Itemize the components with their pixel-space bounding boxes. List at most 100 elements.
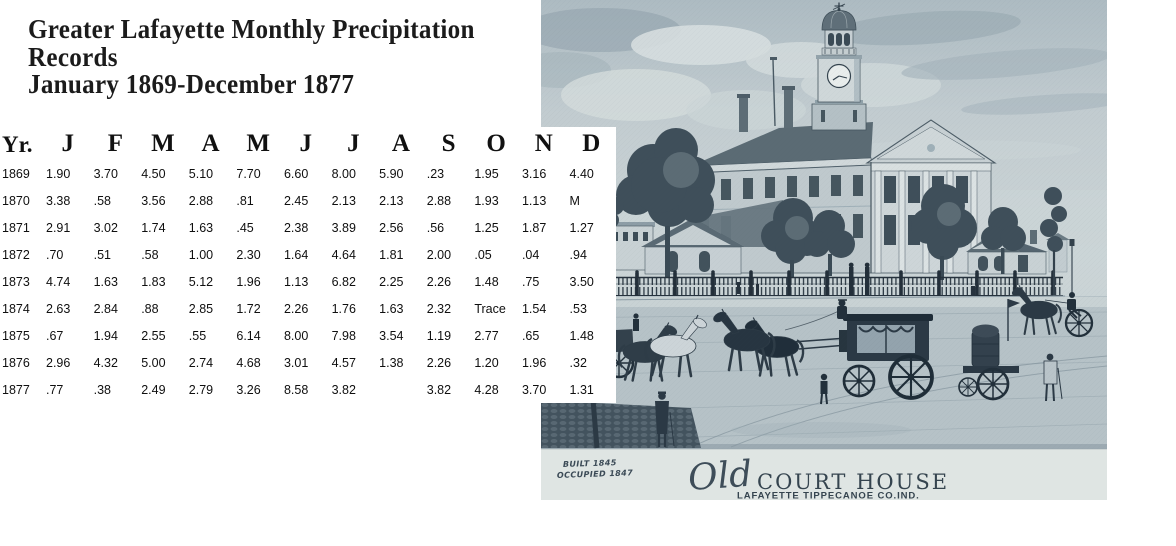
precip-cell: 2.56 [379,221,404,236]
precip-cell: 2.13 [379,194,404,209]
precip-cell: 3.16 [521,167,547,182]
precip-cell: 6.14 [236,328,261,343]
precip-cell: 4.32 [93,355,118,370]
year-header: Yr. [2,132,33,157]
precip-cell: 1.25 [474,221,499,236]
precip-cell: 3.82 [331,382,356,397]
precip-cell: 1.13 [283,275,309,289]
precip-cell: 5.12 [188,275,214,289]
precip-cell: 2.63 [46,301,71,316]
precip-cell: 2.74 [188,355,214,370]
precip-cell: 3.54 [379,328,404,343]
precip-cell: .75 [521,275,540,289]
precip-cell: 1.72 [236,301,261,316]
table-row: 1877 .77 .38 2.49 2.79 3.26 8.58 3.82 3.82 4.28 3.… [0,376,616,403]
table-header-row: Yr. J F M A M J J A S O N D [0,127,616,158]
precip-cell: 2.79 [188,382,214,397]
precip-cell: .58 [93,194,111,209]
occupied-label: OCCUPIED 1847 [557,468,634,480]
month-header: A [201,130,220,157]
precip-cell: 1.48 [474,275,499,289]
precip-cell: 4.50 [141,167,166,182]
year-cell: 1876 [2,355,30,370]
precip-cell: .56 [426,221,445,236]
precip-cell: 1.31 [569,382,594,397]
precip-cell: 1.94 [93,328,118,343]
precip-cell: 2.85 [188,301,214,316]
precip-cell: 1.74 [141,221,166,236]
precip-cell: 7.70 [236,167,261,182]
courthouse-engraving: BUILT 1845 OCCUPIED 1847 Old COURT HOUSE… [511,0,1131,502]
precip-cell: 1.63 [93,275,118,289]
precip-cell: .05 [474,248,492,263]
engraving-texture [541,0,1107,449]
precip-cell: 1.83 [141,275,166,289]
precip-cell: 1.13 [521,194,547,209]
precip-cell: 8.58 [283,382,309,397]
table-body: 1869 1.90 3.70 4.50 5.10 7.70 6.60 8.00 5.90 .23 1… [0,161,616,403]
title-line: January 1869-December 1877 [28,69,355,100]
precip-cell: 1.64 [283,248,309,263]
precip-cell: 7.98 [331,328,356,343]
precip-cell: 3.82 [426,382,452,397]
precip-cell: .94 [569,248,587,263]
precip-cell: 2.88 [426,194,452,209]
precip-cell: 3.89 [331,221,356,236]
precip-cell: .45 [236,221,254,236]
precip-cell: 4.74 [46,275,71,289]
precip-cell: 3.38 [46,194,71,209]
precip-cell: .23 [426,167,445,182]
precip-cell: .70 [46,248,64,263]
precip-cell: 2.77 [474,328,499,343]
table-row: 1873 4.74 1.63 1.83 5.12 1.96 1.13 6.82 2.25 2.26… [0,269,616,296]
precip-cell: .77 [46,382,64,397]
precip-cell: .81 [236,194,254,209]
table-row: 1876 2.96 4.32 5.00 2.74 4.68 3.01 4.57 1.38 2.26… [0,349,616,376]
precip-cell: 2.26 [426,275,452,289]
month-header: O [486,130,506,157]
precip-cell: 1.38 [379,355,404,370]
year-cell: 1877 [2,382,30,397]
table-row: 1872 .70 .51 .58 1.00 2.30 1.64 4.64 1.81 2.00 .05… [0,242,616,269]
year-cell: 1874 [2,301,30,316]
precip-cell: .67 [46,328,64,343]
month-header: A [391,130,410,157]
precip-cell: 8.00 [331,167,356,182]
month-header: M [246,130,270,157]
precip-cell: 2.88 [188,194,214,209]
precip-cell: 2.26 [426,355,452,370]
precip-cell: 1.90 [46,167,71,182]
precip-cell: .51 [93,248,111,263]
precip-cell: 1.19 [426,328,452,343]
precip-cell: M [569,194,580,209]
precip-cell: 2.26 [283,301,309,316]
precip-cell: 1.95 [474,167,499,182]
precip-cell: 4.40 [569,167,594,182]
precip-cell: 2.13 [331,194,356,209]
title-line: Records [28,41,118,72]
precip-cell: .58 [141,248,159,263]
precip-cell: 1.20 [474,355,499,370]
precip-cell: 6.82 [331,275,356,289]
precip-cell: 5.90 [379,167,404,182]
precip-cell: 4.57 [331,355,356,370]
year-cell: 1873 [2,275,30,289]
precip-cell: 1.63 [188,221,214,236]
month-header: F [107,130,124,157]
precip-cell: 2.45 [283,194,309,209]
built-label: BUILT 1845 [563,458,617,469]
page-title: Greater Lafayette Monthly Precipitation … [28,15,475,100]
precip-cell: .65 [521,328,540,343]
precip-cell: 1.96 [521,355,547,370]
precip-cell: 1.54 [521,301,547,316]
month-header: M [151,130,175,157]
caption-subtitle: LAFAYETTE TIPPECANOE CO.IND. [737,491,920,501]
month-header: J [61,130,75,157]
month-header: J [299,130,313,157]
precip-cell: 2.84 [93,301,118,316]
month-header: J [347,130,360,157]
year-cell: 1871 [2,221,30,236]
precip-cell: 1.87 [521,221,547,236]
precip-cell: 1.76 [331,301,356,316]
year-cell: 1875 [2,328,30,343]
